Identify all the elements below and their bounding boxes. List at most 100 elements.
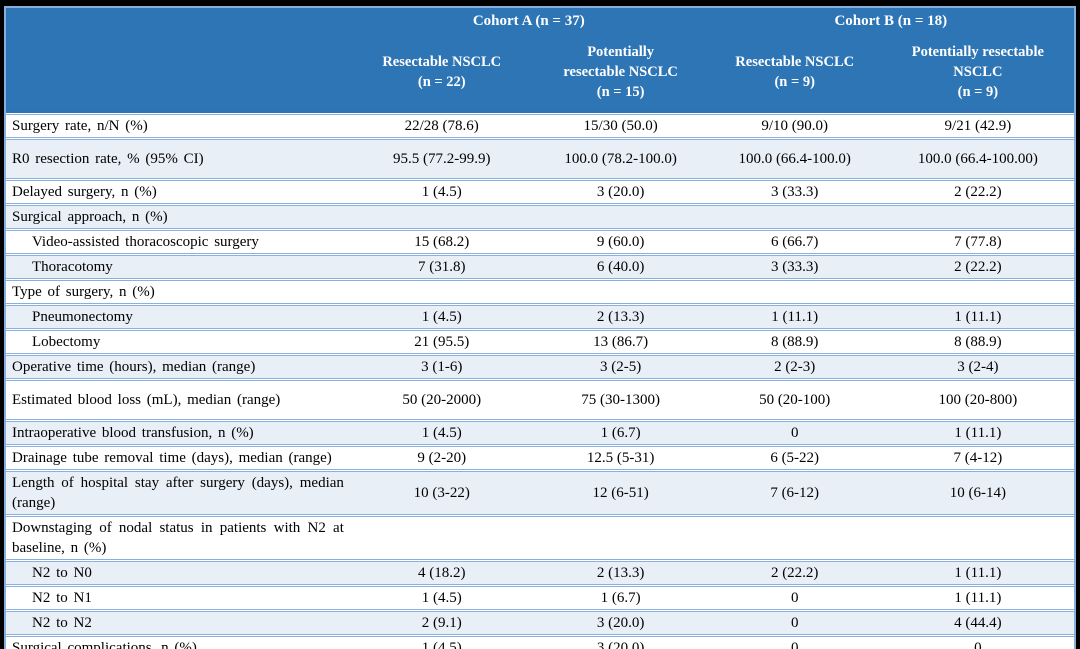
row-label: Surgical approach, n (%) [6, 205, 350, 229]
cell-value: 1 (11.1) [881, 421, 1074, 445]
cell-value: 6 (40.0) [533, 255, 708, 279]
cell-value: 0 [707, 421, 882, 445]
cell-value: 10 (3-22) [349, 471, 534, 515]
cohort-header-row: Cohort A (n = 37) Cohort B (n = 18) [6, 8, 1074, 34]
table-row: R0 resection rate, % (95% CI) 95.5 (77.2-… [6, 139, 1074, 179]
cell-value: 12 (6-51) [533, 471, 708, 515]
row-label: Estimated blood loss (mL), median (range… [6, 380, 350, 420]
cohort-a-header: Cohort A (n = 37) [349, 8, 708, 34]
table-row: Length of hospital stay after surgery (d… [6, 471, 1074, 515]
table-row: N2 to N0 4 (18.2) 2 (13.3) 2 (22.2) 1 (11.1) [6, 561, 1074, 585]
cell-value: 1 (4.5) [349, 586, 534, 610]
cell-value: 50 (20-2000) [349, 380, 534, 420]
row-label: Video-assisted thoracoscopic surgery [6, 230, 350, 254]
cell-value: 1 (11.1) [707, 305, 882, 329]
cell-value: 1 (11.1) [881, 305, 1074, 329]
cell-value: 1 (6.7) [533, 421, 708, 445]
subgroup-header-row: Resectable NSCLC (n = 22) Potentially re… [6, 34, 1074, 112]
cell-value: 0 [707, 586, 882, 610]
row-label: Type of surgery, n (%) [6, 280, 350, 304]
cell-value: 0 [707, 636, 882, 649]
cell-value [707, 205, 882, 229]
cell-value: 95.5 (77.2-99.9) [349, 139, 534, 179]
table-row: Pneumonectomy 1 (4.5) 2 (13.3) 1 (11.1) 1 (1… [6, 305, 1074, 329]
cell-value: 7 (77.8) [881, 230, 1074, 254]
cell-value: 7 (31.8) [349, 255, 534, 279]
cell-value: 100 (20-800) [881, 380, 1074, 420]
cell-value: 0 [707, 611, 882, 635]
cell-value [533, 205, 708, 229]
table-header: Cohort A (n = 37) Cohort B (n = 18) Rese… [6, 8, 1074, 113]
cell-value: 50 (20-100) [707, 380, 882, 420]
cell-value: 3 (20.0) [533, 180, 708, 204]
cell-value [533, 280, 708, 304]
row-label: N2 to N0 [6, 561, 350, 585]
row-label: N2 to N1 [6, 586, 350, 610]
table-row: Surgical complications, n (%) 1 (4.5) 3 (2… [6, 636, 1074, 649]
cell-value: 2 (22.2) [881, 255, 1074, 279]
cohort-b-header: Cohort B (n = 18) [707, 8, 1074, 34]
cell-value: 1 (4.5) [349, 636, 534, 649]
cell-value: 1 (11.1) [881, 586, 1074, 610]
cell-value: 6 (5-22) [707, 446, 882, 470]
cell-value: 15 (68.2) [349, 230, 534, 254]
cell-value: 4 (18.2) [349, 561, 534, 585]
cell-value: 9/10 (90.0) [707, 114, 882, 138]
table-row: Intraoperative blood transfusion, n (%) 1… [6, 421, 1074, 445]
row-label: R0 resection rate, % (95% CI) [6, 139, 350, 179]
cell-value: 10 (6-14) [881, 471, 1074, 515]
cell-value: 1 (6.7) [533, 586, 708, 610]
row-label: N2 to N2 [6, 611, 350, 635]
row-label: Drainage tube removal time (days), media… [6, 446, 350, 470]
cell-value [881, 516, 1074, 560]
cell-value: 100.0 (66.4-100.0) [707, 139, 882, 179]
row-label: Pneumonectomy [6, 305, 350, 329]
table-body-table: Surgery rate, n/N (%) 22/28 (78.6) 15/30 (… [6, 113, 1074, 649]
table-row: Lobectomy 21 (95.5) 13 (86.7) 8 (88.9) 8 (88… [6, 330, 1074, 354]
table-row: Downstaging of nodal status in patients … [6, 516, 1074, 560]
row-label: Operative time (hours), median (range) [6, 355, 350, 379]
cell-value: 3 (2-4) [881, 355, 1074, 379]
column-header-potentially-b: Potentially resectable NSCLC (n = 9) [881, 34, 1074, 112]
cell-value: 3 (1-6) [349, 355, 534, 379]
cell-value: 12.5 (5-31) [533, 446, 708, 470]
cell-value: 100.0 (78.2-100.0) [533, 139, 708, 179]
cell-value: 75 (30-1300) [533, 380, 708, 420]
row-label: Length of hospital stay after surgery (d… [6, 471, 350, 515]
cell-value [881, 205, 1074, 229]
cell-value: 3 (20.0) [533, 611, 708, 635]
cell-value [349, 516, 534, 560]
table-row: Drainage tube removal time (days), media… [6, 446, 1074, 470]
table-row: N2 to N1 1 (4.5) 1 (6.7) 0 1 (11.1) [6, 586, 1074, 610]
cell-value: 3 (33.3) [707, 255, 882, 279]
row-label: Intraoperative blood transfusion, n (%) [6, 421, 350, 445]
cell-value: 2 (13.3) [533, 561, 708, 585]
cell-value: 21 (95.5) [349, 330, 534, 354]
cell-value: 2 (2-3) [707, 355, 882, 379]
row-label: Downstaging of nodal status in patients … [6, 516, 350, 560]
cell-value: 22/28 (78.6) [349, 114, 534, 138]
cell-value [533, 516, 708, 560]
cell-value: 2 (22.2) [707, 561, 882, 585]
cell-value [881, 280, 1074, 304]
cell-value: 4 (44.4) [881, 611, 1074, 635]
cell-value: 7 (6-12) [707, 471, 882, 515]
column-header-potentially-a: Potentially resectable NSCLC (n = 15) [533, 34, 708, 112]
cell-value: 1 (4.5) [349, 180, 534, 204]
table-row: Delayed surgery, n (%) 1 (4.5) 3 (20.0) 3 (… [6, 180, 1074, 204]
cell-value: 1 (4.5) [349, 421, 534, 445]
cell-value [707, 516, 882, 560]
table-row: Surgery rate, n/N (%) 22/28 (78.6) 15/30 (… [6, 114, 1074, 138]
cell-value: 3 (20.0) [533, 636, 708, 649]
row-label: Delayed surgery, n (%) [6, 180, 350, 204]
cell-value: 3 (33.3) [707, 180, 882, 204]
table-row: Thoracotomy 7 (31.8) 6 (40.0) 3 (33.3) 2 (22… [6, 255, 1074, 279]
row-label: Surgery rate, n/N (%) [6, 114, 350, 138]
cell-value: 0 [881, 636, 1074, 649]
header-corner-cell [6, 34, 350, 112]
cell-value: 13 (86.7) [533, 330, 708, 354]
table-row: Video-assisted thoracoscopic surgery 15 (… [6, 230, 1074, 254]
cell-value [349, 205, 534, 229]
cell-value: 1 (4.5) [349, 305, 534, 329]
